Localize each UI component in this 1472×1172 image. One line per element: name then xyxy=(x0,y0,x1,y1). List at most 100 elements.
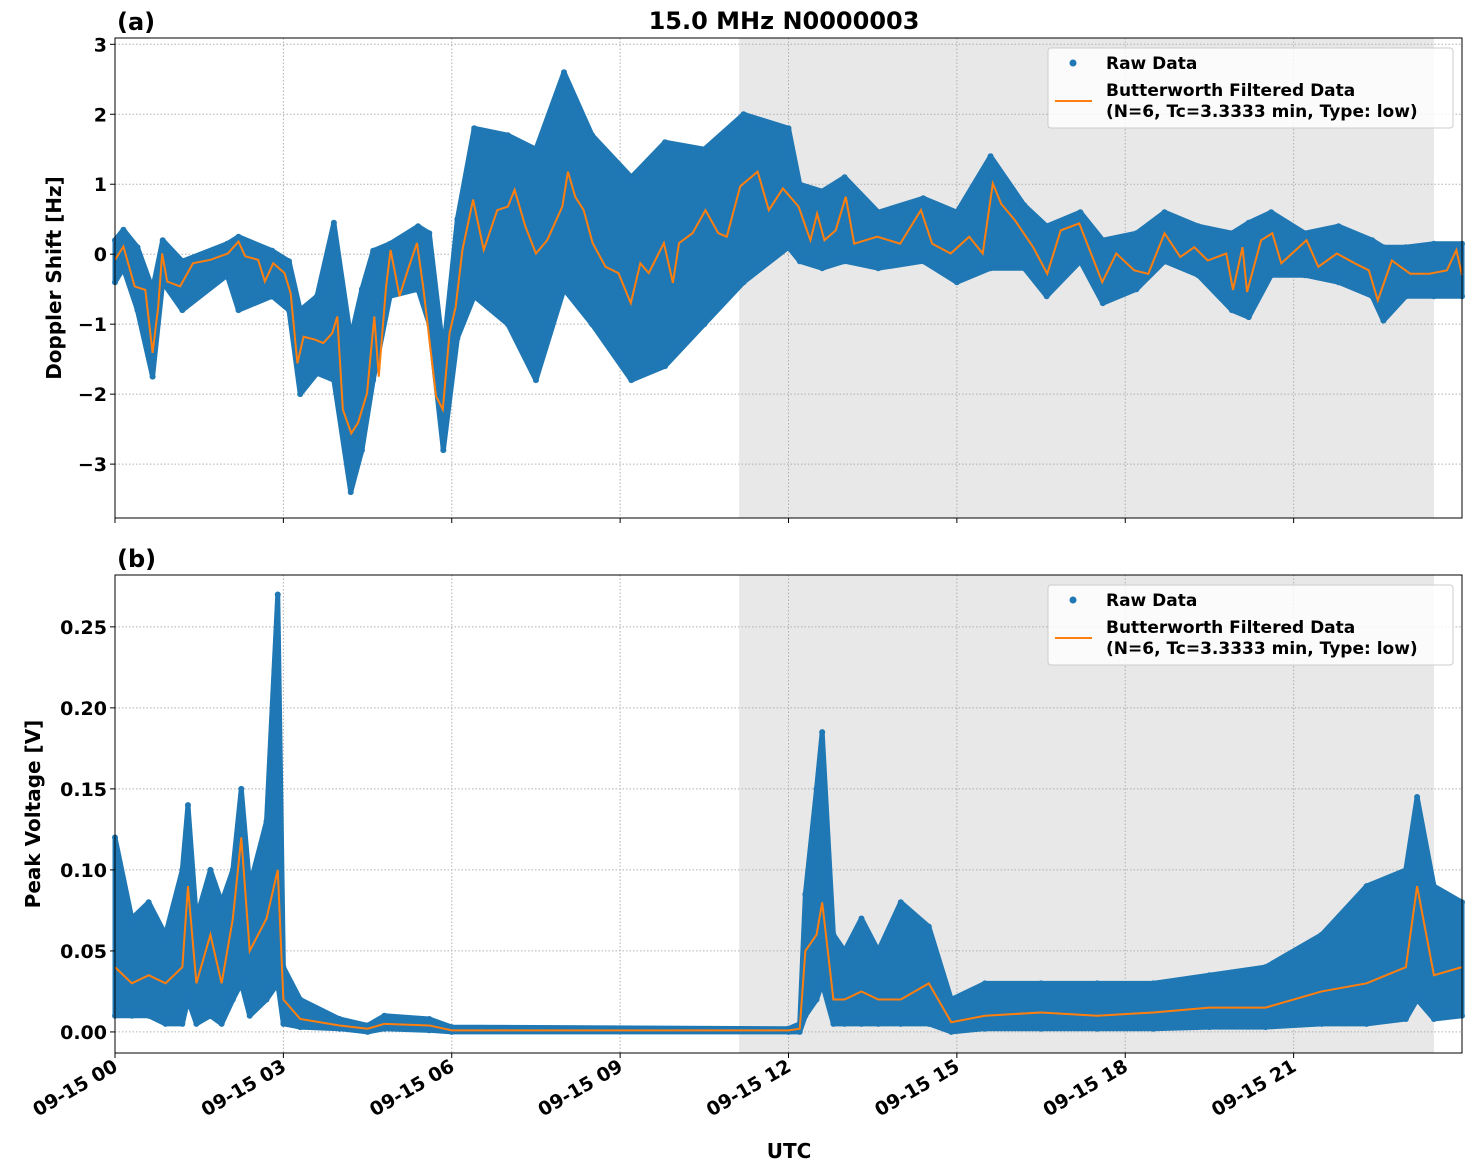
raw-data-point xyxy=(358,286,365,293)
y-tick-label: −3 xyxy=(78,454,107,476)
raw-data-point xyxy=(953,209,960,216)
raw-data-point xyxy=(813,785,820,792)
raw-data-point xyxy=(1301,272,1308,279)
raw-data-point xyxy=(589,132,596,139)
raw-data-point xyxy=(381,1012,388,1019)
raw-data-point xyxy=(1380,317,1387,324)
raw-data-point xyxy=(297,996,304,1003)
raw-data-point xyxy=(229,996,236,1003)
raw-data-point xyxy=(925,923,932,930)
x-tick-label: 09-15 09 xyxy=(534,1055,626,1121)
raw-data-point xyxy=(858,915,865,922)
raw-data-point xyxy=(179,1020,186,1027)
raw-data-point xyxy=(1268,272,1275,279)
raw-data-point xyxy=(246,1012,253,1019)
raw-data-point xyxy=(1414,793,1421,800)
raw-data-point xyxy=(207,866,214,873)
filtered-data-line xyxy=(114,837,1463,1032)
raw-data-point xyxy=(120,265,127,272)
y-tick-label: 0.15 xyxy=(60,779,107,801)
raw-data-point xyxy=(897,899,904,906)
raw-data-point xyxy=(1043,293,1050,300)
raw-data-point xyxy=(981,1025,988,1032)
y-tick-label: 0.20 xyxy=(60,698,107,720)
raw-data-point xyxy=(297,307,304,314)
raw-data-point xyxy=(1430,240,1437,247)
raw-data-point xyxy=(347,489,354,496)
raw-data-point xyxy=(1099,237,1106,244)
raw-data-point xyxy=(796,181,803,188)
raw-data-point xyxy=(841,947,848,954)
raw-data-point xyxy=(925,1020,932,1027)
y-tick-label: 0.10 xyxy=(60,860,107,882)
raw-data-point xyxy=(1021,265,1028,272)
y-axis-label: Doppler Shift [Hz] xyxy=(42,176,66,380)
raw-data-point xyxy=(875,1020,882,1027)
raw-data-point xyxy=(532,377,539,384)
raw-data-point xyxy=(145,1012,152,1019)
raw-data-point xyxy=(1038,1025,1045,1032)
raw-data-point xyxy=(813,996,820,1003)
x-tick-label: 09-15 15 xyxy=(871,1055,963,1121)
raw-data-point xyxy=(819,980,826,987)
raw-data-point xyxy=(162,931,169,938)
raw-data-point xyxy=(370,247,377,254)
raw-data-point xyxy=(193,915,200,922)
raw-data-point xyxy=(448,1024,455,1031)
raw-data-point xyxy=(269,247,276,254)
raw-data-point xyxy=(1195,223,1202,230)
raw-data-point xyxy=(662,363,669,370)
raw-data-point xyxy=(347,335,354,342)
raw-data-point xyxy=(1402,293,1409,300)
raw-data-point xyxy=(238,785,245,792)
raw-data-point xyxy=(218,899,225,906)
raw-data-point xyxy=(330,219,337,226)
raw-data-point xyxy=(426,1015,433,1022)
raw-data-point xyxy=(841,174,848,181)
raw-data-point xyxy=(1038,980,1045,987)
raw-data-point xyxy=(785,244,792,251)
raw-data-point xyxy=(426,1027,433,1034)
raw-data-point xyxy=(875,209,882,216)
legend: Raw Data Butterworth Filtered Data(N=6, T… xyxy=(1047,47,1454,129)
raw-data-point xyxy=(1430,293,1437,300)
y-tick-label: 0 xyxy=(94,244,107,266)
raw-data-point xyxy=(128,1012,135,1019)
raw-data-point xyxy=(796,1028,803,1035)
raw-data-point xyxy=(179,866,186,873)
filtered-data-line xyxy=(114,169,1463,436)
raw-data-point xyxy=(120,226,127,233)
raw-data-point xyxy=(235,307,242,314)
raw-data-point xyxy=(224,240,231,247)
raw-data-point xyxy=(1043,223,1050,230)
raw-data-point xyxy=(1195,272,1202,279)
raw-data-point xyxy=(1318,931,1325,938)
x-tick-label: 09-15 12 xyxy=(703,1055,795,1121)
raw-data-point xyxy=(561,286,567,293)
raw-data-point xyxy=(830,1020,837,1027)
raw-data-point xyxy=(387,240,394,247)
raw-data-point xyxy=(532,146,539,153)
raw-data-point xyxy=(387,293,394,300)
raw-data-point xyxy=(207,1012,214,1019)
legend-raw-label: Raw Data xyxy=(1106,54,1197,74)
legend-filtered-params: (N=6, Tc=3.3333 min, Type: low) xyxy=(1106,102,1418,122)
raw-data-point xyxy=(1094,1025,1101,1032)
y-axis-label: Peak Voltage [V] xyxy=(21,720,45,909)
raw-data-point xyxy=(145,899,152,906)
raw-data-point xyxy=(1363,1020,1370,1027)
raw-data-point xyxy=(1335,279,1342,286)
raw-data-point xyxy=(1301,230,1308,237)
panel-label: (b) xyxy=(117,545,156,573)
raw-data-point xyxy=(159,237,166,244)
raw-data-point xyxy=(897,1020,904,1027)
raw-data-point xyxy=(263,996,270,1003)
raw-data-point xyxy=(269,293,276,300)
raw-data-point xyxy=(1402,244,1409,251)
figure-title: 15.0 MHz N0000003 xyxy=(649,7,920,35)
raw-data-point xyxy=(819,729,826,736)
raw-data-point xyxy=(1228,307,1235,314)
raw-data-point xyxy=(224,272,231,279)
legend-raw-label: Raw Data xyxy=(1106,591,1197,611)
x-axis-label: UTC xyxy=(767,1139,812,1163)
